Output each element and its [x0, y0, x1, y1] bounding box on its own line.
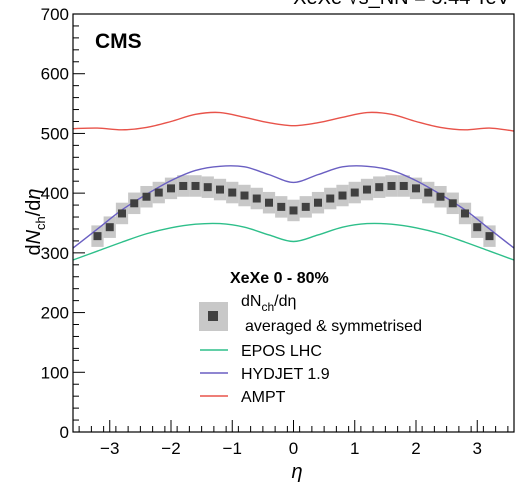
series-line-epos-lhc	[72, 222, 515, 261]
data-point	[105, 223, 114, 232]
x-tick-label: −3	[100, 439, 119, 458]
data-point	[167, 184, 175, 193]
data-point	[154, 188, 163, 197]
legend-label-data-line2: averaged & symmetrised	[245, 318, 422, 335]
y-tick-label: 200	[41, 304, 69, 323]
data-point	[179, 181, 188, 190]
svg-text:dNch/dη: dNch/dη	[23, 188, 48, 255]
data-point	[240, 191, 249, 200]
y-tick-label: 400	[41, 184, 69, 203]
data-point	[326, 194, 335, 203]
data-point	[375, 183, 384, 192]
data-point	[485, 232, 494, 241]
data-point	[424, 188, 433, 197]
model-curves	[72, 111, 515, 261]
x-tick-label: 1	[350, 439, 359, 458]
data-point	[191, 181, 200, 190]
legend-label-epos: EPOS LHC	[241, 343, 322, 360]
data-point	[142, 192, 151, 201]
data-point	[228, 188, 237, 197]
data-point	[350, 188, 359, 197]
y-tick-label: 0	[60, 423, 69, 442]
data-point	[473, 223, 482, 232]
legend-marker-point	[208, 311, 218, 321]
legend-label-hydjet: HYDJET 1.9	[241, 366, 330, 383]
y-axis-title: dNch/dη	[23, 188, 48, 255]
data-point	[412, 184, 420, 193]
x-tick-label: −2	[161, 439, 180, 458]
data-point	[338, 191, 347, 200]
x-tick-label: 0	[289, 439, 298, 458]
data-point	[399, 181, 408, 190]
legend: XeXe 0 - 80% dNch/dη averaged & symmetri…	[199, 270, 422, 406]
x-tick-label: 3	[473, 439, 482, 458]
data-point	[289, 206, 298, 215]
energy-label: XeXe √s_NN = 5.44 TeV	[293, 0, 511, 9]
series-line-ampt	[72, 111, 515, 132]
legend-label-data-line1: dNch/dη	[241, 293, 296, 314]
data-point	[130, 199, 139, 208]
y-tick-label: 600	[41, 65, 69, 84]
data-point	[461, 209, 469, 218]
data-point	[314, 198, 322, 207]
x-axis-title: η	[291, 461, 302, 483]
x-tick-label: 2	[411, 439, 420, 458]
data-point	[203, 183, 212, 192]
data-points	[93, 181, 494, 241]
data-point	[252, 194, 261, 203]
y-tick-label: 300	[41, 244, 69, 263]
x-tick-label: −1	[223, 439, 242, 458]
data-point	[387, 181, 396, 190]
legend-label-ampt: AMPT	[241, 389, 286, 406]
y-tick-label: 700	[41, 5, 69, 24]
x-axis: −3 −2 −1 0 1 2 3	[78, 420, 509, 458]
y-tick-label: 500	[41, 124, 69, 143]
data-point	[265, 198, 273, 207]
y-tick-label: 100	[41, 363, 69, 382]
data-point	[436, 192, 445, 201]
data-point	[448, 199, 457, 208]
experiment-label: CMS	[95, 30, 142, 53]
data-point	[363, 185, 371, 194]
data-point	[277, 202, 286, 211]
data-point	[118, 209, 126, 218]
data-point	[301, 202, 310, 211]
data-point	[216, 185, 224, 194]
plot-area	[72, 111, 515, 261]
legend-title: XeXe 0 - 80%	[230, 270, 329, 287]
data-point	[93, 232, 102, 241]
y-axis: 0 100 200 300 400 500 600 700	[41, 5, 85, 442]
